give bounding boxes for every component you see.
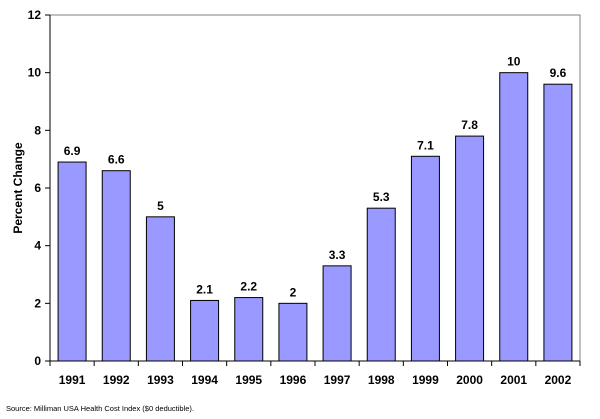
bar-1996 [278, 302, 308, 362]
y-tick-label: 4 [34, 239, 41, 253]
x-tick-label-1998: 1998 [368, 373, 395, 387]
x-tick-label-1993: 1993 [147, 373, 174, 387]
data-label-1998: 5.3 [373, 190, 390, 204]
bar-1995 [234, 297, 264, 362]
bar-1992 [101, 170, 131, 362]
x-tick-label-1997: 1997 [324, 373, 351, 387]
y-tick-label: 8 [34, 123, 41, 137]
y-axis-title: Percent Change [11, 142, 25, 234]
x-tick-label-1991: 1991 [59, 373, 86, 387]
bar-1999 [410, 155, 440, 362]
data-label-1999: 7.1 [417, 138, 434, 152]
x-tick-label-1992: 1992 [103, 373, 130, 387]
data-label-1992: 6.6 [108, 153, 125, 167]
bar-1997 [322, 265, 352, 362]
data-label-1995: 2.2 [240, 280, 257, 294]
y-tick-label: 10 [28, 66, 42, 80]
x-tick-label-1994: 1994 [191, 373, 218, 387]
source-note: Source: Milliman USA Health Cost Index (… [6, 404, 195, 413]
bar-2002 [543, 83, 573, 362]
bar-1991 [57, 161, 87, 362]
y-tick-label: 0 [34, 354, 41, 368]
x-tick-label-1995: 1995 [235, 373, 262, 387]
x-tick-label-2002: 2002 [545, 373, 572, 387]
y-tick-label: 2 [34, 296, 41, 310]
x-tick-label-1999: 1999 [412, 373, 439, 387]
x-tick-label-2001: 2001 [500, 373, 527, 387]
bar-2000 [455, 135, 485, 362]
y-tick-label: 12 [28, 8, 42, 22]
data-label-1994: 2.1 [196, 282, 213, 296]
bar-2001 [499, 72, 529, 362]
data-label-2001: 10 [507, 55, 521, 69]
x-tick-label-1996: 1996 [280, 373, 307, 387]
data-label-2002: 9.6 [550, 66, 567, 80]
chart-bars [57, 72, 573, 362]
bar-1998 [366, 207, 396, 362]
data-label-1991: 6.9 [64, 144, 81, 158]
data-label-1996: 2 [290, 285, 297, 299]
bar-1994 [190, 299, 220, 362]
chart-axes: 0 2 4 6 8 10 12 1991 1992 1993 1994 1995 1996 1997 199… [28, 8, 581, 387]
data-label-1997: 3.3 [329, 248, 346, 262]
chart-data-labels: 6.9 6.6 5 2.1 2.2 2 3.3 5.3 7.1 7.8 10 9.6 [64, 55, 567, 300]
data-label-2000: 7.8 [461, 118, 478, 132]
x-tick-label-2000: 2000 [456, 373, 483, 387]
data-label-1993: 5 [157, 199, 164, 213]
y-tick-label: 6 [34, 181, 41, 195]
bar-1993 [145, 216, 175, 362]
